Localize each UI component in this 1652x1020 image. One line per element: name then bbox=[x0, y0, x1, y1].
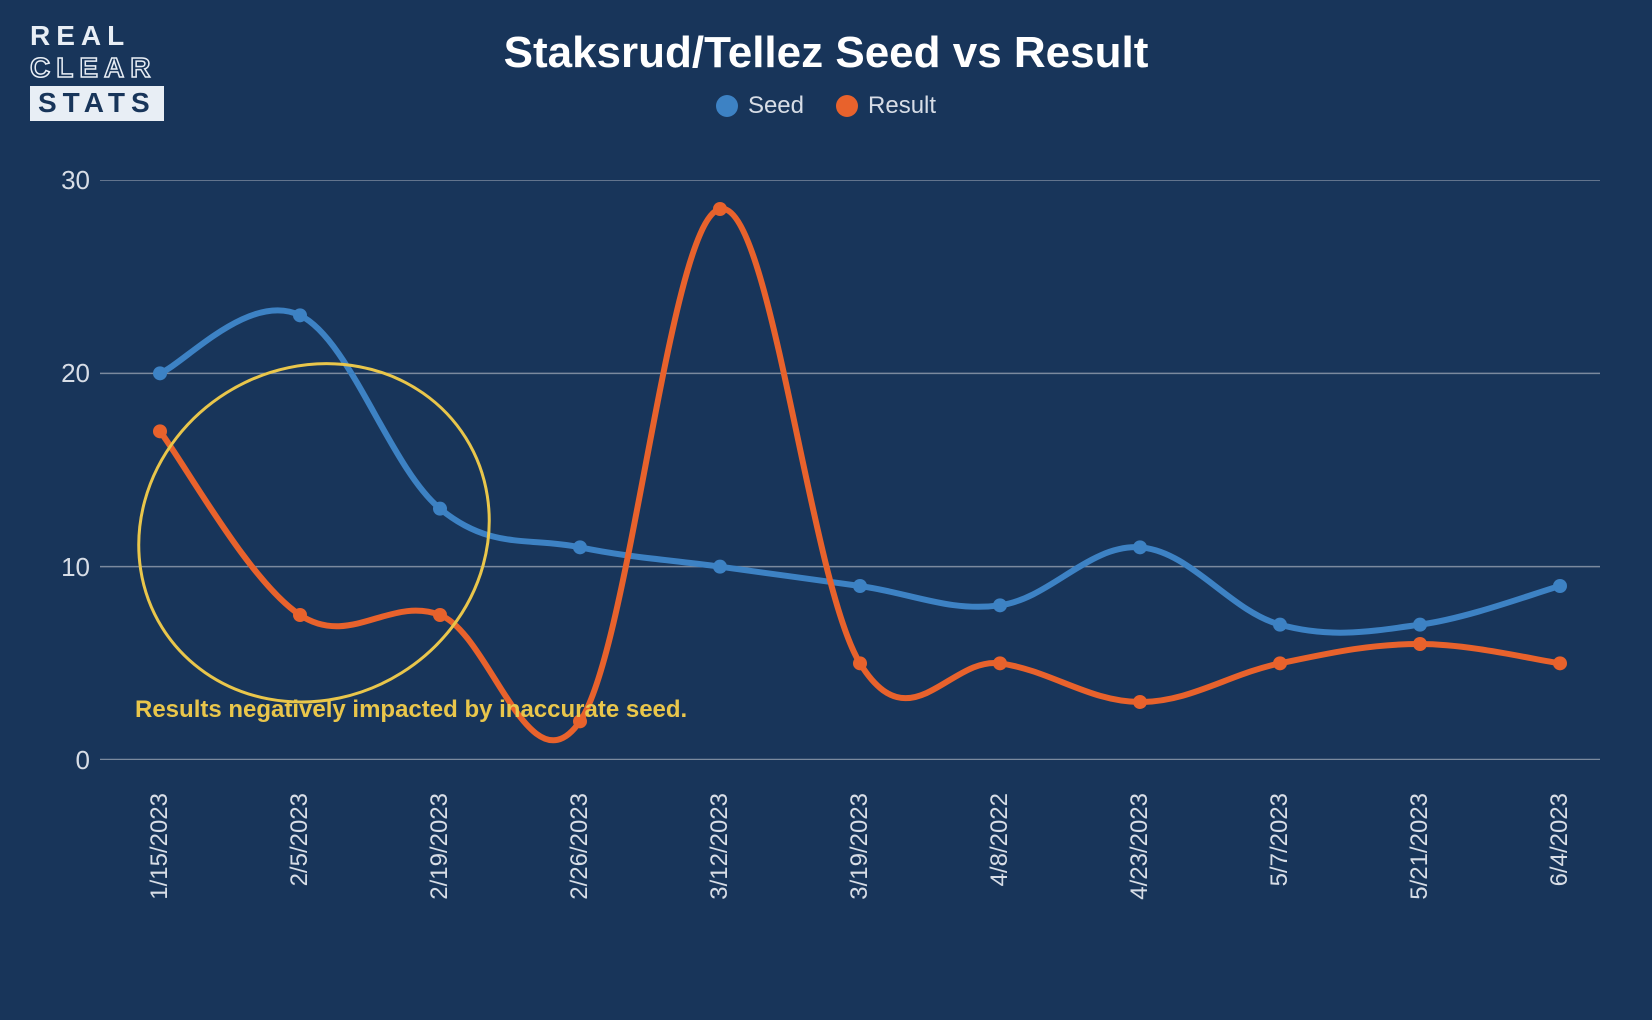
series-marker-result bbox=[1553, 656, 1567, 670]
chart-title: Staksrud/Tellez Seed vs Result bbox=[0, 28, 1652, 78]
series-marker-result bbox=[713, 202, 727, 216]
series-marker-seed bbox=[1553, 579, 1567, 593]
x-tick-label: 6/4/2023 bbox=[1546, 793, 1574, 886]
series-marker-result bbox=[1273, 656, 1287, 670]
series-marker-result bbox=[853, 656, 867, 670]
legend-swatch-result bbox=[836, 95, 858, 117]
series-marker-seed bbox=[993, 598, 1007, 612]
series-marker-seed bbox=[573, 540, 587, 554]
series-marker-seed bbox=[1273, 618, 1287, 632]
legend-item-result: Result bbox=[836, 92, 936, 120]
x-tick-label: 2/26/2023 bbox=[566, 793, 594, 900]
x-axis-labels: 1/15/2023 2/5/2023 2/19/2023 2/26/2023 3/12/… bbox=[100, 775, 1600, 995]
y-tick-label: 0 bbox=[30, 745, 90, 776]
series-marker-seed bbox=[293, 308, 307, 322]
series-marker-seed bbox=[713, 560, 727, 574]
y-tick-label: 20 bbox=[30, 358, 90, 389]
x-tick-label: 4/23/2023 bbox=[1126, 793, 1154, 900]
series-marker-seed bbox=[853, 579, 867, 593]
chart-container: REAL CLEAR STATS Staksrud/Tellez Seed vs… bbox=[0, 0, 1652, 1020]
plot-svg bbox=[100, 180, 1600, 760]
legend-swatch-seed bbox=[716, 95, 738, 117]
x-tick-label: 2/5/2023 bbox=[286, 793, 314, 886]
series-marker-result bbox=[153, 424, 167, 438]
x-tick-label: 5/7/2023 bbox=[1266, 793, 1294, 886]
y-tick-label: 10 bbox=[30, 552, 90, 583]
x-tick-label: 3/19/2023 bbox=[846, 793, 874, 900]
x-tick-label: 4/8/2022 bbox=[986, 793, 1014, 886]
series-marker-result bbox=[993, 656, 1007, 670]
legend-label-seed: Seed bbox=[748, 92, 804, 120]
series-marker-result bbox=[433, 608, 447, 622]
series-marker-result bbox=[1133, 695, 1147, 709]
x-tick-label: 1/15/2023 bbox=[146, 793, 174, 900]
annotation-text: Results negatively impacted by inaccurat… bbox=[135, 696, 687, 724]
y-tick-label: 30 bbox=[30, 165, 90, 196]
x-tick-label: 2/19/2023 bbox=[426, 793, 454, 900]
legend-label-result: Result bbox=[868, 92, 936, 120]
legend: Seed Result bbox=[0, 92, 1652, 120]
series-marker-seed bbox=[1413, 618, 1427, 632]
series-marker-seed bbox=[1133, 540, 1147, 554]
series-marker-seed bbox=[433, 502, 447, 516]
plot-area bbox=[100, 180, 1600, 760]
series-marker-result bbox=[1413, 637, 1427, 651]
legend-item-seed: Seed bbox=[716, 92, 804, 120]
series-marker-result bbox=[293, 608, 307, 622]
x-tick-label: 5/21/2023 bbox=[1406, 793, 1434, 900]
x-tick-label: 3/12/2023 bbox=[706, 793, 734, 900]
series-marker-seed bbox=[153, 366, 167, 380]
